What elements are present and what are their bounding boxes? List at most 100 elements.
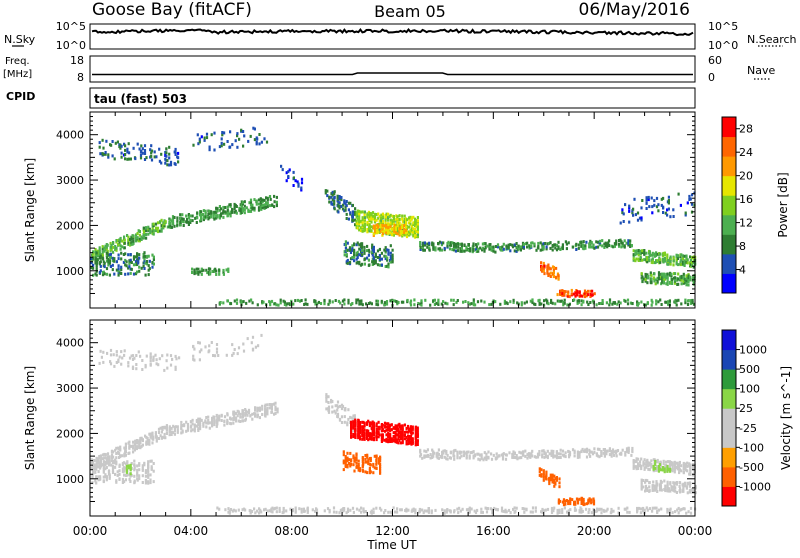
power-cell (661, 272, 664, 276)
velocity-cell (100, 463, 104, 467)
velocity-cell (603, 454, 606, 458)
power-cell (460, 246, 463, 250)
power-cell (95, 251, 98, 255)
velocity-cell (128, 444, 131, 448)
velocity-cell (405, 427, 408, 430)
power-cell (646, 301, 649, 305)
velocity-cell (232, 508, 236, 512)
power-cell (104, 152, 107, 156)
power-cell (205, 132, 209, 136)
velocity-cell (263, 508, 266, 512)
power-cell (628, 206, 631, 210)
power-cell (363, 227, 366, 231)
velocity-cell (126, 473, 129, 477)
velocity-cell (558, 485, 561, 489)
power-cell (416, 225, 419, 229)
power-cell (99, 152, 102, 156)
x-tick-label: 00:00 (73, 524, 108, 538)
power-cell (265, 196, 268, 200)
velocity-cell (350, 431, 353, 435)
power-cell (91, 253, 94, 257)
velocity-cell (192, 357, 195, 361)
velocity-cell (625, 447, 629, 451)
power-cell (158, 147, 161, 151)
power-cell (561, 245, 564, 249)
power-cell (165, 154, 168, 158)
power-cell (608, 244, 611, 247)
power-cell (598, 239, 602, 243)
velocity-cell (359, 430, 362, 434)
velocity-cell (403, 434, 406, 437)
velocity-cell (354, 424, 357, 428)
velocity-cell (679, 487, 682, 491)
velocity-cell (446, 453, 449, 457)
power-cell (688, 194, 691, 198)
power-cell (689, 264, 692, 268)
power-cell (208, 145, 211, 149)
velocity-cell (665, 469, 668, 473)
velocity-cell (249, 414, 252, 418)
power-cell (451, 248, 454, 252)
power-cell (448, 247, 452, 251)
velocity-cell (592, 502, 596, 506)
power-cell (356, 250, 359, 254)
velocity-cell (625, 449, 629, 453)
velocity-cell (183, 423, 186, 427)
power-cell (674, 272, 677, 276)
velocity-cell (120, 350, 123, 354)
velocity-cell (565, 499, 568, 502)
velocity-cell (276, 407, 279, 411)
power-cell (354, 223, 357, 227)
power-cell (428, 246, 431, 250)
power-cell (261, 300, 264, 304)
velocity-cell (336, 412, 340, 416)
power-cell (669, 262, 672, 266)
velocity-cell (408, 439, 411, 443)
power-cell (650, 279, 653, 283)
power-cell (363, 210, 366, 214)
velocity-cell (605, 452, 608, 456)
power-cell (177, 156, 180, 160)
velocity-cell (372, 462, 375, 466)
velocity-cell (128, 451, 131, 455)
velocity-cell (193, 358, 196, 362)
velocity-cell (409, 434, 412, 438)
velocity-cell (398, 422, 401, 426)
power-cell (615, 239, 618, 243)
power-cell (628, 220, 631, 224)
velocity-cell (325, 396, 328, 400)
velocity-cell (124, 453, 127, 457)
velocity-cell (285, 509, 288, 513)
velocity-cell (119, 454, 122, 458)
velocity-cell (109, 348, 113, 352)
power-cell (460, 249, 463, 253)
power-cell (150, 158, 154, 162)
power-cell (391, 220, 394, 224)
power-cell (103, 246, 106, 250)
velocity-cell (573, 454, 576, 458)
velocity-cell (104, 475, 107, 479)
power-cell (316, 302, 319, 306)
power-cell (570, 292, 573, 296)
power-cell (669, 255, 672, 259)
power-cell (101, 138, 104, 142)
power-cell (99, 264, 102, 268)
velocity-cell (165, 424, 168, 428)
velocity-cell (689, 470, 692, 473)
velocity-cell (124, 478, 127, 482)
power-cell (385, 300, 389, 303)
velocity-cell (141, 468, 144, 472)
power-cell (659, 260, 662, 264)
velocity-cell (490, 457, 494, 461)
velocity-cell (123, 461, 126, 465)
power-cell (169, 221, 172, 225)
velocity-cell (259, 508, 262, 512)
power-cell (288, 168, 291, 172)
date-label: 06/May/2016 (579, 0, 691, 20)
power-cell (410, 216, 413, 220)
power-cell (541, 265, 544, 269)
power-cell (223, 131, 226, 135)
power-cell (543, 264, 546, 268)
power-cell (632, 213, 635, 217)
